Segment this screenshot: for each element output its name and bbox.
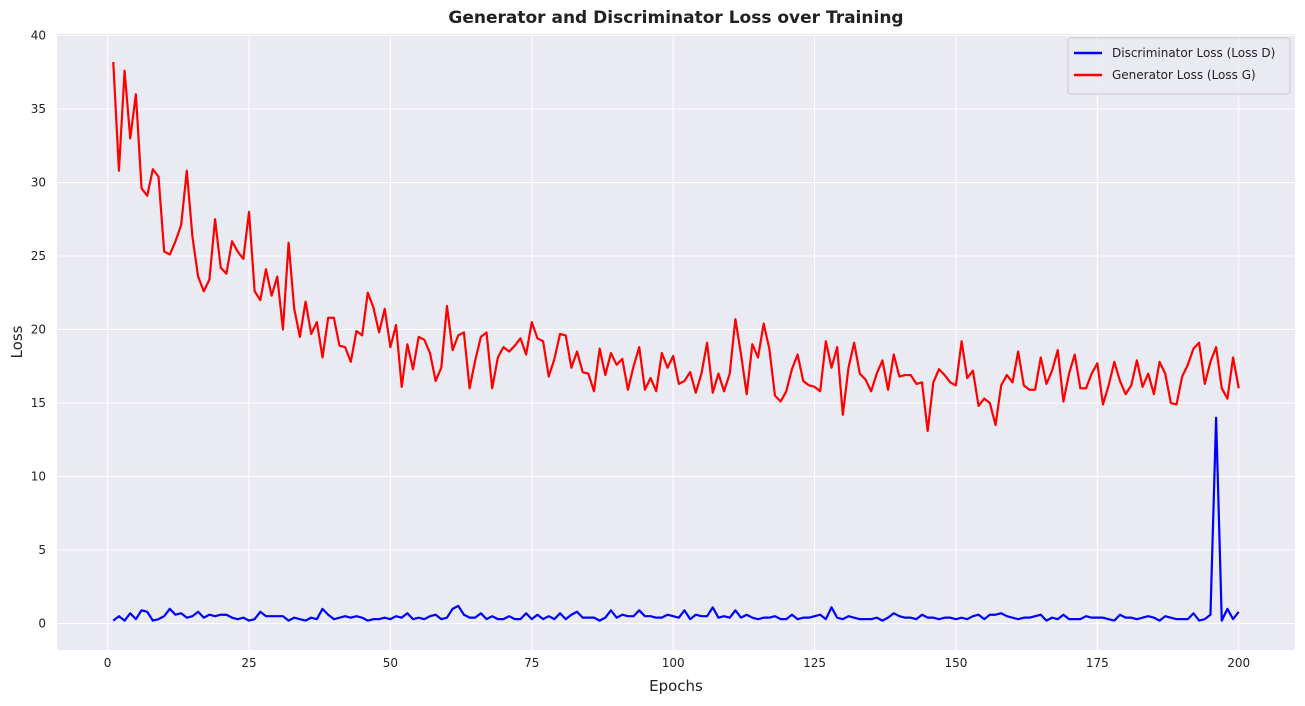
- legend-box: [1067, 37, 1291, 95]
- y-tick-label: 10: [31, 470, 46, 484]
- legend-label: Generator Loss (Loss G): [1112, 68, 1256, 82]
- x-tick-label: 125: [803, 656, 826, 670]
- x-tick-label: 25: [241, 656, 256, 670]
- x-tick-label: 150: [944, 656, 967, 670]
- legend: Discriminator Loss (Loss D) Generator Los…: [1067, 37, 1291, 95]
- x-tick-label: 0: [104, 656, 112, 670]
- y-axis-label: Loss: [8, 325, 26, 358]
- y-tick-label: 30: [31, 175, 46, 189]
- y-tick-label: 5: [38, 543, 46, 557]
- y-tick-label: 40: [31, 28, 46, 42]
- x-tick-label: 50: [383, 656, 398, 670]
- y-tick-label: 35: [31, 102, 46, 116]
- x-axis-label: Epochs: [649, 677, 703, 695]
- y-tick-label: 15: [31, 396, 46, 410]
- series-line: [112, 416, 1240, 622]
- x-tick-label: 175: [1086, 656, 1109, 670]
- plot-area: [57, 34, 1295, 650]
- y-tick-label: 25: [31, 249, 46, 263]
- legend-label: Discriminator Loss (Loss D): [1112, 46, 1275, 60]
- series-line: [112, 61, 1240, 433]
- chart-title: Generator and Discriminator Loss over Tr…: [448, 8, 903, 28]
- y-tick-label: 20: [31, 323, 46, 337]
- y-tick-label: 0: [38, 617, 46, 631]
- x-tick-label: 200: [1227, 656, 1250, 670]
- x-tick-label: 100: [662, 656, 685, 670]
- x-tick-label: 75: [524, 656, 539, 670]
